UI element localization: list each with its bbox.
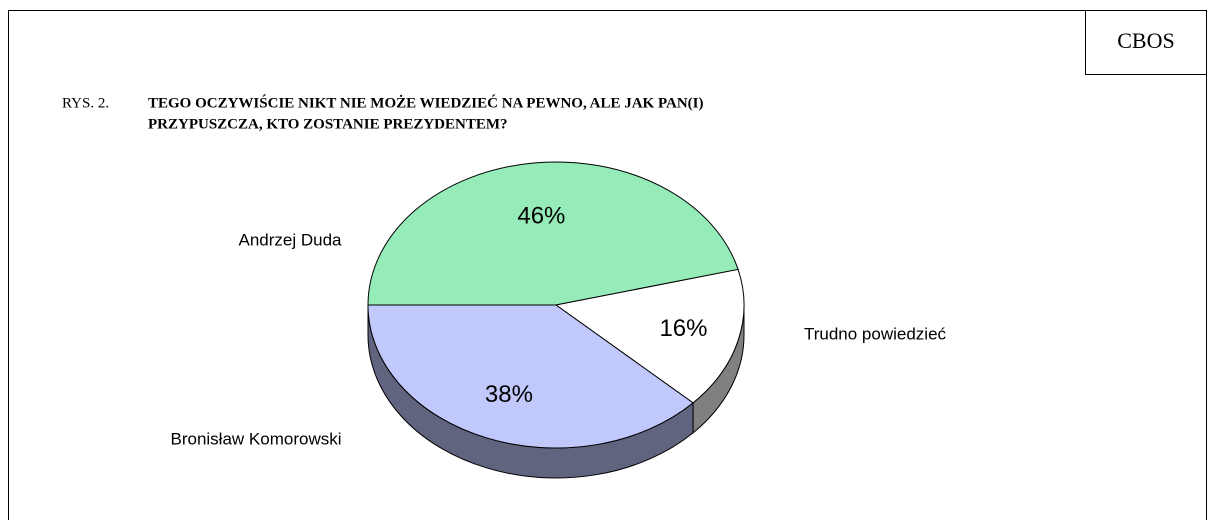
value-label: 46% [517, 202, 565, 229]
source: CBOS [1117, 28, 1174, 53]
slice [367, 304, 694, 449]
category-label: Bronisław Komorowski [171, 429, 342, 448]
category-label: Andrzej Duda [238, 230, 342, 249]
slice [554, 268, 745, 404]
value-label: 38% [485, 381, 533, 408]
chart-title: PRZYPUSZCZA, KTO ZOSTANIE PREZYDENTEM? [148, 116, 508, 132]
source-box [1085, 10, 1207, 75]
slice [367, 161, 739, 306]
figure-label: RYS. 2. [62, 95, 109, 111]
chart-title: TEGO OCZYWIŚCIE NIKT NIE MOŻE WIEDZIEĆ N… [148, 94, 704, 111]
category-label: Trudno powiedzieć [804, 324, 947, 343]
value-label: 16% [659, 315, 707, 342]
